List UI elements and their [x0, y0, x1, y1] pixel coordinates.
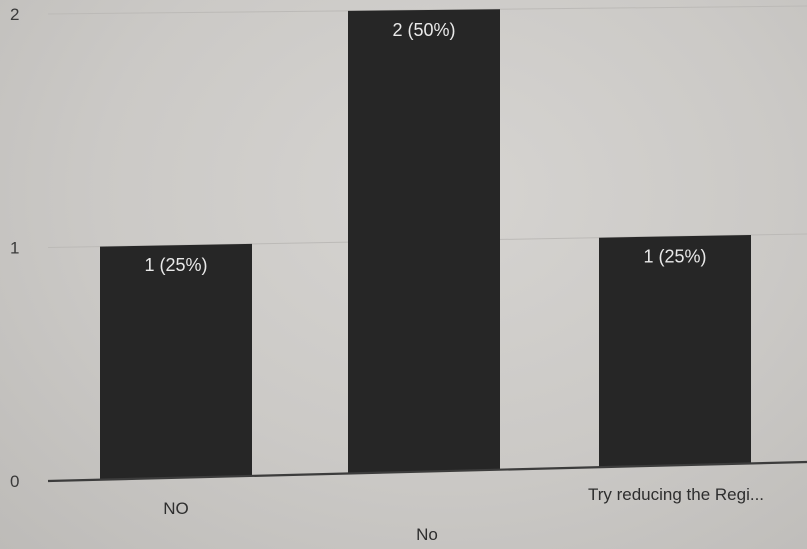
gridline	[47, 5, 807, 15]
bars	[100, 9, 751, 480]
bar	[348, 9, 500, 474]
data-label: 1 (25%)	[643, 246, 706, 266]
y-tick-label: 2	[10, 5, 19, 24]
y-tick-label: 0	[10, 472, 19, 491]
labels: 0 1 2 1 (25%) NO 2 (50%) No 1 (25%) Try reducing…	[10, 5, 764, 544]
data-label: 1 (25%)	[144, 255, 207, 275]
category-label: No	[416, 525, 438, 544]
bar	[100, 243, 252, 480]
category-label: Try reducing the Regi...	[588, 485, 764, 504]
data-label: 2 (50%)	[392, 20, 455, 40]
category-label: NO	[163, 499, 189, 518]
y-tick-label: 1	[10, 239, 19, 258]
bar	[599, 234, 751, 468]
x-axis-line	[47, 460, 807, 483]
